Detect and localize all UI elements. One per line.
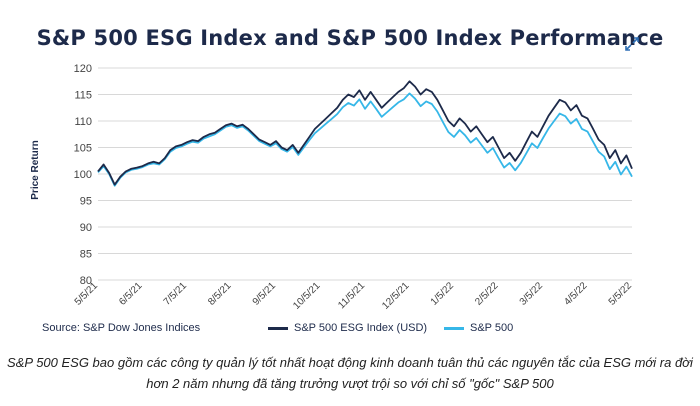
image-caption: S&P 500 ESG bao gồm các công ty quản lý … xyxy=(7,355,693,391)
series-line-sp500 xyxy=(97,92,633,187)
y-tick-label: 80 xyxy=(80,275,92,287)
x-tick-label: 5/5/22 xyxy=(607,280,635,308)
chart-title: S&P 500 ESG Index and S&P 500 Index Perf… xyxy=(36,26,664,50)
chart-card: S&P 500 ESG Index and S&P 500 Index Perf… xyxy=(30,26,664,334)
y-tick-label: 90 xyxy=(80,222,92,234)
x-tick-label: 8/5/21 xyxy=(206,280,234,308)
legend-swatch-sp500 xyxy=(444,326,464,330)
x-tick-label: 4/5/22 xyxy=(562,280,590,308)
legend-label-esg: S&P 500 ESG Index (USD) xyxy=(294,322,428,334)
x-tick-label: 1/5/22 xyxy=(429,280,457,308)
y-tick-label: 120 xyxy=(74,63,92,75)
x-tick-label: 9/5/21 xyxy=(251,280,279,308)
y-tick-label: 85 xyxy=(80,249,92,261)
y-tick-label: 95 xyxy=(80,196,92,208)
x-tick-label: 3/5/22 xyxy=(518,280,546,308)
x-tick-label: 2/5/22 xyxy=(473,280,501,308)
x-tick-label: 10/5/21 xyxy=(291,280,323,312)
x-tick-label: 11/5/21 xyxy=(336,280,367,311)
x-tick-label: 6/5/21 xyxy=(117,280,145,308)
y-tick-label: 100 xyxy=(74,169,92,181)
legend-label-sp500: S&P 500 xyxy=(470,322,514,334)
expand-icon[interactable] xyxy=(624,36,640,52)
legend-swatch-esg xyxy=(268,326,288,330)
legend-item-sp500: S&P 500 xyxy=(444,322,513,334)
y-tick-label: 105 xyxy=(74,143,92,155)
x-tick-label: 12/5/21 xyxy=(380,280,412,312)
y-tick-label: 115 xyxy=(74,90,92,102)
series-line-esg xyxy=(97,80,633,186)
legend-item-esg: S&P 500 ESG Index (USD) xyxy=(268,322,427,334)
y-tick-label: 110 xyxy=(74,116,92,128)
source-note: Source: S&P Dow Jones Indices xyxy=(42,322,201,334)
x-tick-label: 7/5/21 xyxy=(162,280,190,308)
